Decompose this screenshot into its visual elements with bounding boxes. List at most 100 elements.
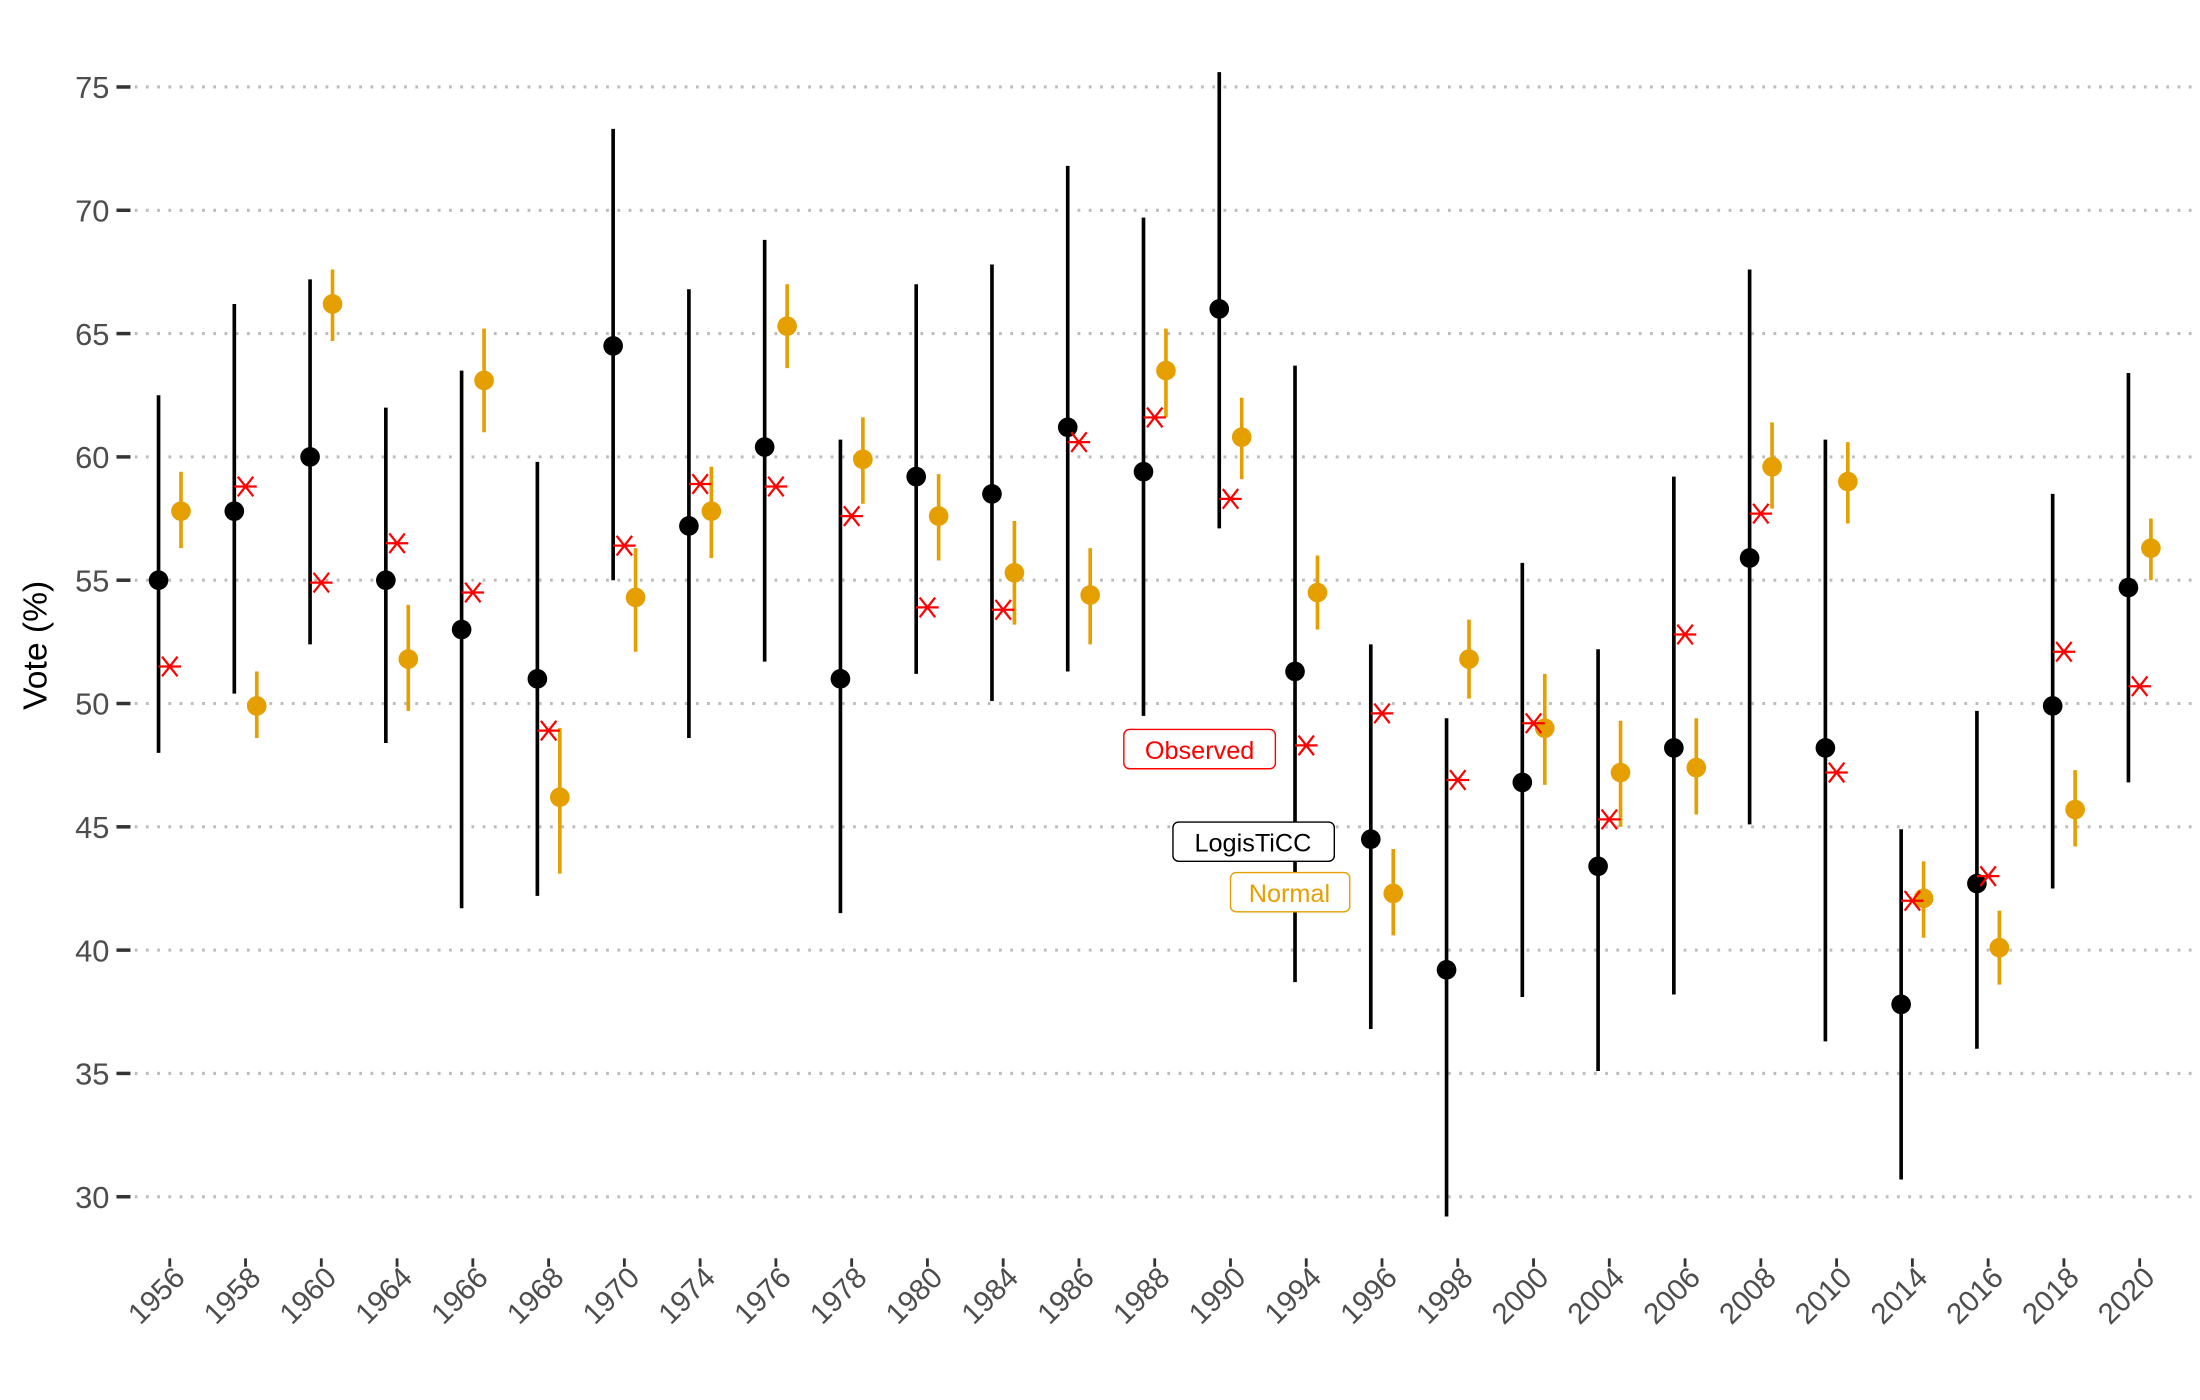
normal-point (625, 587, 646, 608)
observed-point (613, 535, 636, 557)
logisticc-point (679, 516, 699, 536)
x-axis: 1956 1958 1960 1964 1966 1968 1970 1974 1976 1978… (122, 1258, 2161, 1331)
normal-point (1610, 762, 1631, 783)
y-tick-label: 65 (75, 317, 109, 352)
normal-point (1762, 456, 1782, 477)
asterisk-stroke (2131, 675, 2149, 697)
asterisk-stroke (1373, 702, 1391, 724)
y-tick-label: 30 (75, 1180, 109, 1215)
logisticc-point (376, 570, 396, 591)
asterisk-stroke (1297, 734, 1315, 756)
logisticc-point (1360, 829, 1381, 849)
normal-point (1004, 562, 1025, 583)
x-tick-label: 1964 (349, 1261, 419, 1331)
normal-point (322, 294, 343, 314)
observed-point (991, 599, 1015, 621)
observed-point (158, 656, 181, 678)
observed-point (764, 475, 788, 498)
x-tick-label: 1956 (122, 1261, 192, 1331)
x-tick-label: 1994 (1258, 1261, 1328, 1331)
x-tick-label: 2000 (1486, 1261, 1556, 1331)
asterisk-stroke (994, 599, 1012, 621)
x-tick-label: 1968 (501, 1261, 571, 1331)
x-tick-label: 1986 (1031, 1261, 1101, 1331)
observed-point (385, 532, 409, 554)
observed-point (688, 473, 712, 495)
y-axis-title: Vote (%) (17, 581, 54, 710)
asterisk-stroke (843, 505, 861, 527)
logisticc-point (148, 570, 169, 591)
observed-point (1522, 712, 1545, 734)
logisticc-point (300, 447, 320, 467)
logisticc-point (1739, 548, 1760, 568)
logisticc-point (1664, 738, 1684, 758)
x-tick-label: 1960 (273, 1261, 343, 1331)
normal-point (1307, 582, 1328, 603)
logisticc-point (830, 669, 851, 689)
normal-point (853, 449, 873, 470)
asterisk-stroke (918, 596, 937, 618)
x-tick-label: 1970 (576, 1261, 646, 1331)
observed-point (1749, 503, 1773, 525)
logisticc-point (603, 336, 623, 356)
normal-point (1156, 360, 1176, 381)
observed-point (1295, 734, 1318, 756)
observed-point (1901, 890, 1924, 912)
normal-point (1838, 471, 1858, 492)
asterisk-stroke (1600, 808, 1618, 830)
legend-label-normal: Normal (1229, 871, 1351, 913)
logisticc-point (2118, 577, 2139, 598)
y-tick-label: 75 (75, 70, 109, 105)
asterisk-stroke (1449, 769, 1467, 791)
y-tick-label: 45 (75, 810, 109, 845)
normal-point (550, 787, 570, 808)
observed-point (461, 582, 485, 604)
x-tick-label: 2006 (1637, 1261, 1707, 1331)
asterisk-stroke (1524, 712, 1543, 734)
asterisk-stroke (1828, 762, 1846, 784)
x-tick-label: 1984 (955, 1261, 1025, 1331)
logisticc-point (1285, 661, 1305, 682)
x-tick-label: 1998 (1410, 1261, 1480, 1331)
y-tick-label: 35 (75, 1057, 109, 1092)
x-tick-label: 1976 (728, 1261, 798, 1331)
asterisk-stroke (464, 582, 482, 604)
asterisk-stroke (1979, 865, 1997, 887)
normal-point (474, 370, 494, 391)
asterisk-stroke (767, 475, 785, 498)
logisticc-point (451, 619, 472, 640)
asterisk-stroke (1146, 406, 1164, 428)
logisticc-point (1588, 856, 1608, 877)
observed-point (840, 505, 863, 527)
asterisk-stroke (1903, 890, 1921, 912)
normal-point (777, 316, 797, 337)
asterisk-stroke (1676, 623, 1694, 645)
normal-point (1231, 427, 1252, 447)
asterisk-stroke (691, 473, 709, 495)
x-tick-label: 1974 (652, 1261, 722, 1331)
y-tick-label: 60 (75, 440, 109, 475)
asterisk-stroke (1221, 488, 1240, 510)
normal-point (1383, 883, 1404, 904)
logisticc-point (982, 484, 1002, 504)
legend-text-observed: Observed (1145, 737, 1254, 765)
observed-point (916, 596, 939, 618)
normal-point (701, 501, 722, 521)
normal-point (928, 506, 949, 526)
x-tick-label: 1990 (1183, 1261, 1253, 1331)
observed-point (1143, 406, 1166, 428)
asterisk-stroke (1070, 431, 1088, 453)
asterisk-stroke (236, 475, 255, 498)
x-tick-label: 2018 (2016, 1261, 2086, 1331)
y-tick-label: 40 (75, 933, 109, 968)
normal-point (1989, 937, 2010, 958)
legend-label-logisticc: LogisTiCC (1172, 821, 1336, 863)
asterisk-stroke (312, 572, 330, 594)
logisticc-point (1815, 738, 1836, 758)
logisticc-point (906, 466, 927, 487)
observed-point (1976, 865, 2000, 887)
normal-point (398, 649, 419, 669)
x-tick-label: 1980 (880, 1261, 950, 1331)
normal-point (171, 501, 191, 521)
asterisk-stroke (388, 532, 406, 554)
